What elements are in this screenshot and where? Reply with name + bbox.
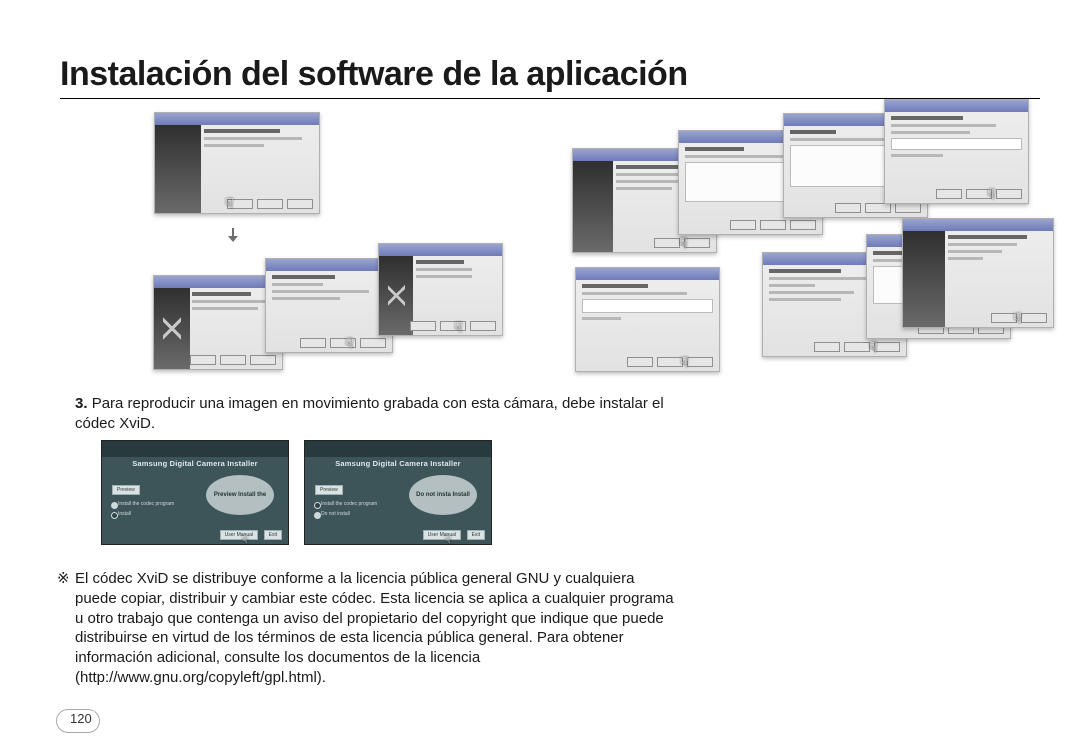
exit-button[interactable]: Exit <box>467 530 485 540</box>
page-title: Instalación del software de la aplicació… <box>60 55 688 94</box>
radio-do-not-install[interactable]: Do not install <box>321 511 350 517</box>
down-arrow-icon <box>226 228 240 242</box>
installer-title: Samsung Digital Camera Installer <box>305 459 491 468</box>
exit-button[interactable]: Exit <box>264 530 282 540</box>
xvid-completing-shot <box>902 218 1054 328</box>
xvid-startmenu-shot <box>575 267 720 372</box>
page-number: 120 <box>68 711 94 726</box>
xvid-license-note: ※ El códec XviD se distribuye conforme a… <box>57 569 677 688</box>
user-manual-button[interactable]: User Manual <box>423 530 461 540</box>
step-number: 3. <box>75 395 88 412</box>
samsung-installer-preview: Samsung Digital Camera Installer Preview… <box>101 440 289 545</box>
user-manual-button[interactable]: User Manual <box>220 530 258 540</box>
preview-button[interactable]: Preview <box>315 485 343 495</box>
preview-button[interactable]: Preview <box>112 485 140 495</box>
installer-title: Samsung Digital Camera Installer <box>102 459 288 468</box>
step-body: Para reproducir una imagen en movimiento… <box>75 395 664 432</box>
directx-welcome-shot <box>153 275 283 370</box>
note-body: El códec XviD se distribuye conforme a l… <box>75 569 677 688</box>
samsung-installer-install: Samsung Digital Camera Installer Do not … <box>304 440 492 545</box>
radio-install-codec[interactable]: Install the codec program <box>321 501 377 507</box>
restart-computer-shot <box>378 243 503 336</box>
radio-install[interactable]: Install the codec program <box>118 501 174 507</box>
directx-setup-shot <box>265 258 393 353</box>
note-mark: ※ <box>57 569 70 589</box>
radio-install-now[interactable]: Install <box>118 511 131 517</box>
callout-install: Do not insta Install <box>409 475 477 515</box>
xvid-destination-shot <box>884 99 1029 204</box>
wizard-complete-shot <box>154 112 320 214</box>
callout-preview: Preview Install the <box>206 475 274 515</box>
step-3-text: 3. Para reproducir una imagen en movimie… <box>75 394 670 434</box>
